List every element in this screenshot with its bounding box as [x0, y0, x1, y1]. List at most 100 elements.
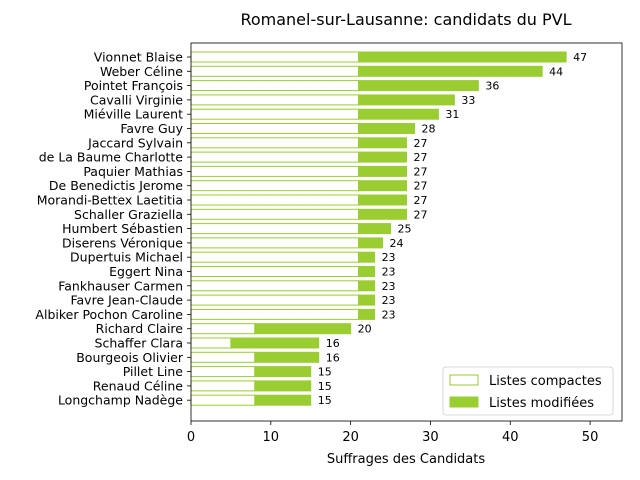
x-tick-label: 50	[582, 430, 599, 445]
bar-compactes	[190, 108, 360, 120]
y-tick-label: Pillet Line	[123, 364, 184, 379]
y-tick-label: Jaccard Sylvain	[87, 135, 183, 150]
bar-compactes	[190, 366, 256, 378]
value-label: 27	[414, 165, 428, 178]
value-label: 33	[461, 94, 475, 107]
bar-compactes	[190, 394, 256, 406]
bar-compactes	[190, 51, 360, 63]
y-tick-label: Fankhauser Carmen	[58, 278, 183, 293]
bar-modifiees	[358, 65, 543, 77]
bar-modifiees	[254, 394, 312, 406]
bar-compactes	[190, 266, 360, 277]
bar-modifiees	[230, 337, 320, 349]
y-tick-label: Eggert Nina	[109, 264, 183, 279]
y-tick-label: Favre Guy	[120, 121, 183, 136]
bar-modifiees	[358, 194, 408, 206]
bar-compactes	[190, 165, 360, 177]
bar-compactes	[190, 65, 360, 77]
y-tick-label: Schaffer Clara	[95, 336, 183, 351]
bar-modifiees	[358, 165, 408, 177]
x-axis-label: Suffrages des Candidats	[327, 452, 486, 467]
bar-modifiees	[254, 380, 312, 392]
bar-modifiees	[358, 208, 408, 220]
value-label: 23	[382, 294, 396, 307]
y-tick-label: Humbert Sébastien	[62, 221, 183, 236]
value-label: 16	[326, 351, 340, 364]
y-tick-label: Vionnet Blaise	[94, 50, 184, 65]
value-label: 36	[485, 80, 499, 93]
bar-compactes	[190, 223, 360, 235]
bar-modifiees	[358, 94, 455, 106]
bar-compactes	[190, 323, 256, 335]
bar-modifiees	[358, 294, 376, 306]
y-tick-label: Dupertuis Michael	[70, 250, 183, 265]
bar-modifiees	[358, 123, 415, 134]
y-tick-label: Longchamp Nadège	[58, 393, 183, 408]
y-tick-label: Schaller Graziella	[74, 207, 183, 222]
bar-compactes	[190, 280, 360, 292]
y-tick-label: de La Baume Charlotte	[39, 150, 184, 165]
x-tick-label: 40	[502, 430, 519, 445]
bar-modifiees	[358, 266, 376, 277]
bar-modifiees	[358, 137, 408, 149]
bar-compactes	[190, 151, 360, 163]
bar-modifiees	[358, 151, 408, 163]
y-tick-label: Renaud Céline	[93, 378, 184, 393]
bar-compactes	[190, 94, 360, 106]
legend: Listes compactes Listes modifiées	[442, 366, 614, 416]
legend-label-modifiees: Listes modifiées	[489, 396, 594, 411]
bar-compactes	[190, 337, 232, 349]
bar-compactes	[190, 380, 256, 392]
y-tick-label: Paquier Mathias	[83, 164, 183, 179]
value-label: 47	[573, 51, 587, 64]
bar-modifiees	[358, 280, 376, 292]
bar-compactes	[190, 208, 360, 220]
x-tick-label: 30	[422, 430, 439, 445]
bar-modifiees	[358, 180, 408, 192]
value-label: 23	[382, 251, 396, 264]
y-tick-label: Bourgeois Olivier	[76, 350, 184, 365]
x-tick-label: 10	[263, 430, 280, 445]
value-label: 23	[382, 266, 396, 279]
bar-modifiees	[358, 51, 567, 63]
y-tick-label: Weber Céline	[100, 64, 183, 79]
bar-modifiees	[358, 251, 376, 263]
bar-compactes	[190, 80, 360, 92]
bar-compactes	[190, 237, 360, 249]
value-label: 16	[326, 337, 340, 350]
value-label: 27	[414, 208, 428, 221]
value-labels: 4744363331282727272727272524232323232320…	[318, 51, 587, 407]
bar-compactes	[190, 251, 360, 263]
bar-modifiees	[254, 351, 320, 363]
value-label: 23	[382, 308, 396, 321]
legend-box	[442, 366, 614, 416]
bar-compactes	[190, 137, 360, 149]
bar-compactes	[190, 351, 256, 363]
value-label: 44	[549, 65, 563, 78]
chart-title: Romanel-sur-Lausanne: candidats du PVL	[240, 10, 571, 29]
value-label: 15	[318, 366, 332, 379]
bar-modifiees	[254, 323, 352, 335]
value-label: 23	[382, 280, 396, 293]
plot-frame	[190, 42, 623, 422]
y-tick-label: Cavalli Virginie	[90, 92, 183, 107]
legend-swatch-modifiees	[449, 396, 479, 408]
bar-compactes	[190, 180, 360, 192]
y-tick-label: Albiker Pochon Caroline	[35, 307, 183, 322]
y-tick-label: Favre Jean-Claude	[70, 293, 183, 308]
y-tick-label: Morandi-Bettex Laetitia	[37, 193, 183, 208]
bar-compactes	[190, 123, 360, 134]
value-label: 15	[318, 394, 332, 407]
bar-modifiees	[358, 237, 384, 249]
value-label: 31	[445, 108, 459, 121]
legend-swatch-compactes	[449, 374, 479, 386]
y-tick-label: Diserens Véronique	[62, 235, 183, 250]
y-tick-label: Richard Claire	[96, 321, 184, 336]
bar-modifiees	[358, 108, 439, 120]
value-label: 27	[414, 151, 428, 164]
y-tick-label: Miéville Laurent	[84, 107, 183, 122]
bar-modifiees	[358, 80, 479, 92]
bar-compactes	[190, 308, 360, 320]
bars	[190, 51, 567, 406]
